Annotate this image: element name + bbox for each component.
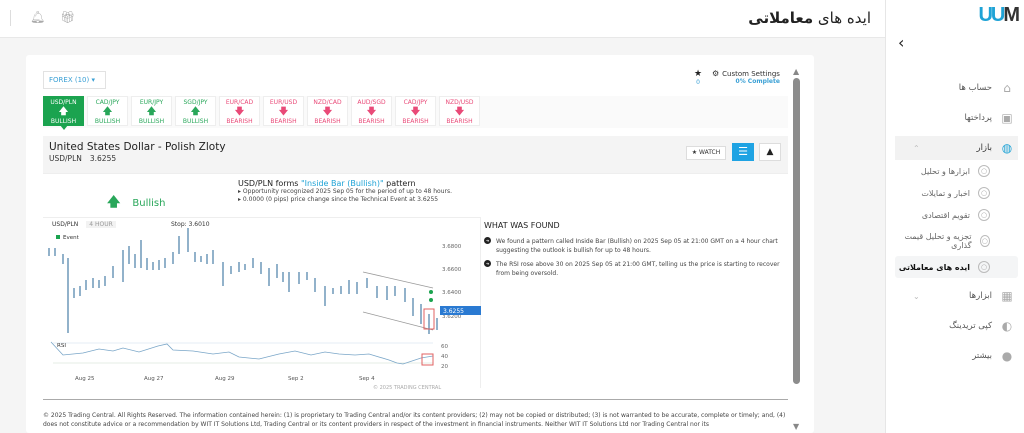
- svg-text:3.6800: 3.6800: [442, 244, 462, 250]
- scrollbar[interactable]: ▲ ▼: [792, 67, 802, 433]
- nav-sub-icon: ○: [978, 187, 990, 199]
- sidebar-item[interactable]: ○ اخبار و تمایلات: [895, 182, 1018, 204]
- pair-tab[interactable]: USD/PLN 🡅 BULLISH: [43, 96, 84, 130]
- arrow-down-icon: 🡇: [366, 107, 377, 117]
- sidebar-item[interactable]: ▦ ابزارها ⌄: [913, 289, 1013, 303]
- price-chart[interactable]: USD/PLN 4 HOUR Stop: 3.6010 Event 3.6800 …: [43, 217, 481, 389]
- svg-text:3.6200: 3.6200: [442, 314, 462, 320]
- arrow-down-icon: 🡇: [278, 107, 289, 117]
- sidebar-item[interactable]: ◍ بازار ⌃: [895, 136, 1018, 160]
- pair-tab[interactable]: EUR/USD 🡇 BEARISH: [263, 96, 304, 126]
- sidebar-item[interactable]: ● بیشتر: [972, 349, 1013, 363]
- signal-summary: 🡅 Bullish USD/PLN forms "Inside Bar (Bull…: [43, 173, 788, 217]
- arrow-up-icon: 🡅: [146, 107, 157, 117]
- pair-tabs: USD/PLN 🡅 BULLISH CAD/JPY 🡅 BULLISH EUR/JPY 🡅 BU…: [43, 96, 788, 130]
- chart-svg: 3.6800 3.6600 3.6400 3.6200 3.6255 RSI 6…: [48, 228, 481, 389]
- watchlist-count[interactable]: ★ 0: [694, 69, 703, 86]
- pair-tab[interactable]: AUD/SGD 🡇 BEARISH: [351, 96, 392, 126]
- globe-icon: ◍: [1001, 141, 1013, 155]
- grid-icon: ▦: [1001, 289, 1013, 303]
- svg-text:Aug 27: Aug 27: [144, 376, 164, 382]
- scroll-thumb: [793, 78, 800, 384]
- scroll-up-icon: ▲: [793, 67, 800, 76]
- sidebar: UUM ‹ ⌂ حساب ها ▣ پرداختها ◍ بازار ⌃ ○ ابزارها و…: [885, 0, 1024, 433]
- more-icon: ●: [1001, 349, 1013, 363]
- gift-icon[interactable]: 🎁︎: [60, 10, 76, 24]
- bullish-label: 🡅 Bullish: [107, 195, 166, 210]
- arrow-up-icon: 🡅: [58, 107, 69, 117]
- svg-text:3.6255: 3.6255: [443, 308, 464, 315]
- sidebar-item[interactable]: ▣ پرداختها: [964, 111, 1013, 125]
- svg-text:Aug 29: Aug 29: [215, 376, 235, 382]
- sidebar-nav: ⌂ حساب ها ▣ پرداختها ◍ بازار ⌃ ○ ابزارها و تحلیل…: [885, 70, 1024, 368]
- instrument-name: United States Dollar - Polish Zloty: [49, 141, 226, 153]
- chevron-icon: ⌄: [913, 291, 920, 301]
- nav-sub-icon: ○: [978, 165, 990, 177]
- star-icon: ★: [694, 69, 703, 79]
- trading-ideas-panel: FOREX (10) ▾ ★ 0 ⚙ Custom Settings 0% Compl…: [26, 55, 814, 433]
- scroll-down-icon: ▼: [793, 422, 800, 431]
- pair-tab[interactable]: EUR/CAD 🡇 BEARISH: [219, 96, 260, 126]
- gear-icon: ⚙: [712, 69, 720, 78]
- disclaimer: © 2025 Trading Central. All Rights Reser…: [43, 412, 786, 428]
- svg-text:40: 40: [441, 354, 448, 360]
- what-was-found: WHAT WAS FOUND We found a pattern called…: [484, 221, 784, 283]
- sidebar-item[interactable]: ⌂ حساب ها: [895, 76, 1018, 100]
- svg-text:60: 60: [441, 344, 448, 350]
- svg-text:Sep 4: Sep 4: [359, 376, 375, 382]
- sidebar-item[interactable]: ○ ایده های معاملاتی: [895, 256, 1018, 278]
- header-divider: [10, 10, 11, 26]
- pair-tab[interactable]: CAD/JPY 🡇 BEARISH: [395, 96, 436, 126]
- arrow-up-icon: 🡅: [190, 107, 201, 117]
- svg-text:Aug 25: Aug 25: [75, 376, 95, 382]
- forex-dropdown[interactable]: FOREX (10) ▾: [43, 71, 106, 89]
- home-icon: ⌂: [1003, 81, 1011, 95]
- bell-icon[interactable]: 🔔︎: [30, 10, 46, 24]
- arrow-down-icon: 🡇: [410, 107, 421, 117]
- arrow-down-icon: 🡇: [322, 107, 333, 117]
- nav-sub-icon: ○: [978, 209, 990, 221]
- watch-button[interactable]: ★ WATCH: [686, 146, 726, 160]
- pair-tab[interactable]: SGD/JPY 🡅 BULLISH: [175, 96, 216, 126]
- custom-settings-button[interactable]: ⚙ Custom Settings 0% Complete: [712, 69, 780, 85]
- list-view-button[interactable]: ☰: [732, 143, 754, 161]
- svg-text:3.6400: 3.6400: [442, 290, 462, 296]
- nav-sub-icon: ○: [979, 235, 990, 247]
- pattern-description: USD/PLN forms "Inside Bar (Bullish)" pat…: [238, 179, 452, 203]
- pair-tab[interactable]: EUR/JPY 🡅 BULLISH: [131, 96, 172, 126]
- svg-text:Sep 2: Sep 2: [288, 376, 304, 382]
- arrow-down-icon: 🡇: [234, 107, 245, 117]
- svg-text:3.6600: 3.6600: [442, 267, 462, 273]
- chevron-icon: ⌃: [913, 143, 920, 153]
- collapse-sidebar-icon[interactable]: ‹: [898, 33, 905, 52]
- page-title: ایده های معاملاتی: [748, 9, 871, 27]
- pair-tab[interactable]: CAD/JPY 🡅 BULLISH: [87, 96, 128, 126]
- arrow-down-icon: 🡇: [454, 107, 465, 117]
- arrow-up-icon: 🡅: [107, 195, 121, 210]
- pair-tab[interactable]: NZD/CAD 🡇 BEARISH: [307, 96, 348, 126]
- chart-view-button[interactable]: ▲: [759, 143, 781, 161]
- copy-icon: ◐: [1001, 319, 1013, 333]
- logo[interactable]: UUM: [978, 4, 1020, 26]
- svg-text:RSI: RSI: [57, 343, 66, 349]
- instrument-symbol: USD/PLN 3.6255: [49, 154, 117, 163]
- sidebar-item[interactable]: ◐ کپی تریدینگ: [949, 319, 1013, 333]
- nav-sub-icon: ○: [978, 261, 990, 273]
- top-header: 🔔︎ 🎁︎ ایده های معاملاتی: [0, 0, 885, 38]
- instrument-header: United States Dollar - Polish Zloty USD/…: [43, 136, 788, 173]
- sidebar-item[interactable]: ○ تقویم اقتصادی: [895, 204, 1018, 226]
- sidebar-item[interactable]: ○ تجزیه و تحلیل قیمت گذاری: [895, 226, 1018, 256]
- svg-text:20: 20: [441, 364, 448, 370]
- svg-text:© 2025 TRADING CENTRAL: © 2025 TRADING CENTRAL: [373, 384, 441, 389]
- divider: [43, 399, 788, 400]
- pair-tab[interactable]: NZD/USD 🡇 BEARISH: [439, 96, 480, 126]
- sidebar-item[interactable]: ○ ابزارها و تحلیل: [895, 160, 1018, 182]
- arrow-up-icon: 🡅: [102, 107, 113, 117]
- wallet-icon: ▣: [1001, 111, 1013, 125]
